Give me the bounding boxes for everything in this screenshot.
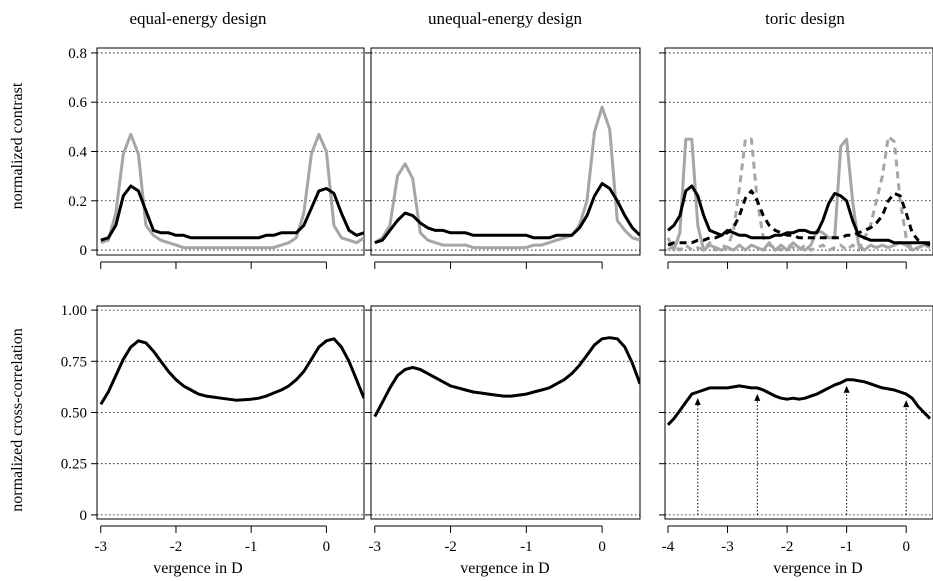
series-line-gray-solid bbox=[373, 105, 640, 250]
series-group bbox=[100, 132, 364, 250]
y-tick-label-2: 0.50 bbox=[61, 406, 87, 422]
series-line-gray-solid bbox=[666, 137, 930, 252]
y-tick-label-4: 1.00 bbox=[61, 303, 87, 319]
x-tick-label-1: -2 bbox=[444, 539, 457, 555]
y-axis-title-contrast: normalized contrast bbox=[9, 82, 26, 209]
panel-bottom-middle: -3 -2 -1 0 bbox=[365, 305, 641, 555]
series-group bbox=[666, 135, 931, 252]
series-group bbox=[666, 378, 932, 515]
series-line-black-solid bbox=[100, 184, 364, 242]
x-axis-title-left: vergence in D bbox=[153, 560, 242, 577]
series-group bbox=[99, 337, 364, 406]
panel-bottom-left: 0 0.25 0.50 0.75 1.00 -3 -2 -1 0 bbox=[61, 303, 365, 555]
y-axis-title-cross-correlation: normalized cross-correlation bbox=[9, 328, 26, 511]
x-tick-label-0: -3 bbox=[95, 539, 108, 555]
y-tick-label-0: 0 bbox=[80, 243, 88, 259]
plot-panels: 00.20.40.60.800.250.500.751.00-3 -2 -1 0 -3-… bbox=[61, 46, 933, 555]
series-line-gray-dashed bbox=[667, 135, 931, 252]
y-tick-label-3: 0.6 bbox=[68, 95, 87, 111]
x-tick-label-3: 0 bbox=[323, 539, 331, 555]
panel-title-unequal-energy: unequal-energy design bbox=[428, 9, 583, 28]
x-tick-label-2: -1 bbox=[520, 539, 533, 555]
series-line-gray-solid bbox=[100, 132, 364, 250]
series-line-black-dashed bbox=[667, 189, 931, 247]
y-tick-label-0: 0 bbox=[80, 508, 88, 524]
arrow-head-0 bbox=[694, 398, 701, 406]
x-tick-label-0: -3 bbox=[369, 539, 382, 555]
series-group bbox=[373, 336, 640, 418]
panel-bottom-right: -4 -3 -2 -1 0 bbox=[659, 305, 933, 555]
panel-top-right bbox=[659, 47, 933, 269]
panel-title-equal-energy: equal-energy design bbox=[129, 9, 267, 28]
x-axis-title-middle: vergence in D bbox=[460, 560, 549, 577]
series-line-black-solid bbox=[374, 182, 640, 245]
x-tick-label-1: -3 bbox=[721, 539, 734, 555]
x-tick-label-1: -2 bbox=[170, 539, 183, 555]
y-tick-label-4: 0.8 bbox=[68, 46, 87, 62]
y-tick-label-3: 0.75 bbox=[61, 354, 87, 370]
series-line-black-solid bbox=[373, 336, 640, 418]
x-axis-title-right: vergence in D bbox=[773, 560, 862, 577]
series-group bbox=[373, 105, 640, 250]
y-tick-label-2: 0.4 bbox=[68, 145, 87, 161]
y-tick-label-1: 0.2 bbox=[68, 194, 87, 210]
x-tick-label-2: -2 bbox=[781, 539, 794, 555]
panel-title-toric: toric design bbox=[765, 9, 845, 28]
x-tick-label-3: 0 bbox=[598, 539, 606, 555]
panel-top-middle bbox=[365, 47, 641, 269]
arrow-head-2 bbox=[843, 385, 850, 393]
series-line-black-solid bbox=[667, 184, 930, 245]
x-tick-label-3: -1 bbox=[840, 539, 853, 555]
series-line-black-solid bbox=[666, 378, 932, 426]
y-tick-label-1: 0.25 bbox=[61, 457, 87, 473]
panel-top-left: 0 0.2 0.4 0.6 0.8 bbox=[68, 46, 365, 269]
arrow-head-1 bbox=[754, 393, 761, 401]
x-tick-label-0: -4 bbox=[662, 539, 675, 555]
arrow-head-3 bbox=[903, 400, 910, 408]
series-line-black-solid bbox=[99, 337, 364, 406]
x-tick-label-4: 0 bbox=[902, 539, 910, 555]
x-tick-label-2: -1 bbox=[245, 539, 258, 555]
